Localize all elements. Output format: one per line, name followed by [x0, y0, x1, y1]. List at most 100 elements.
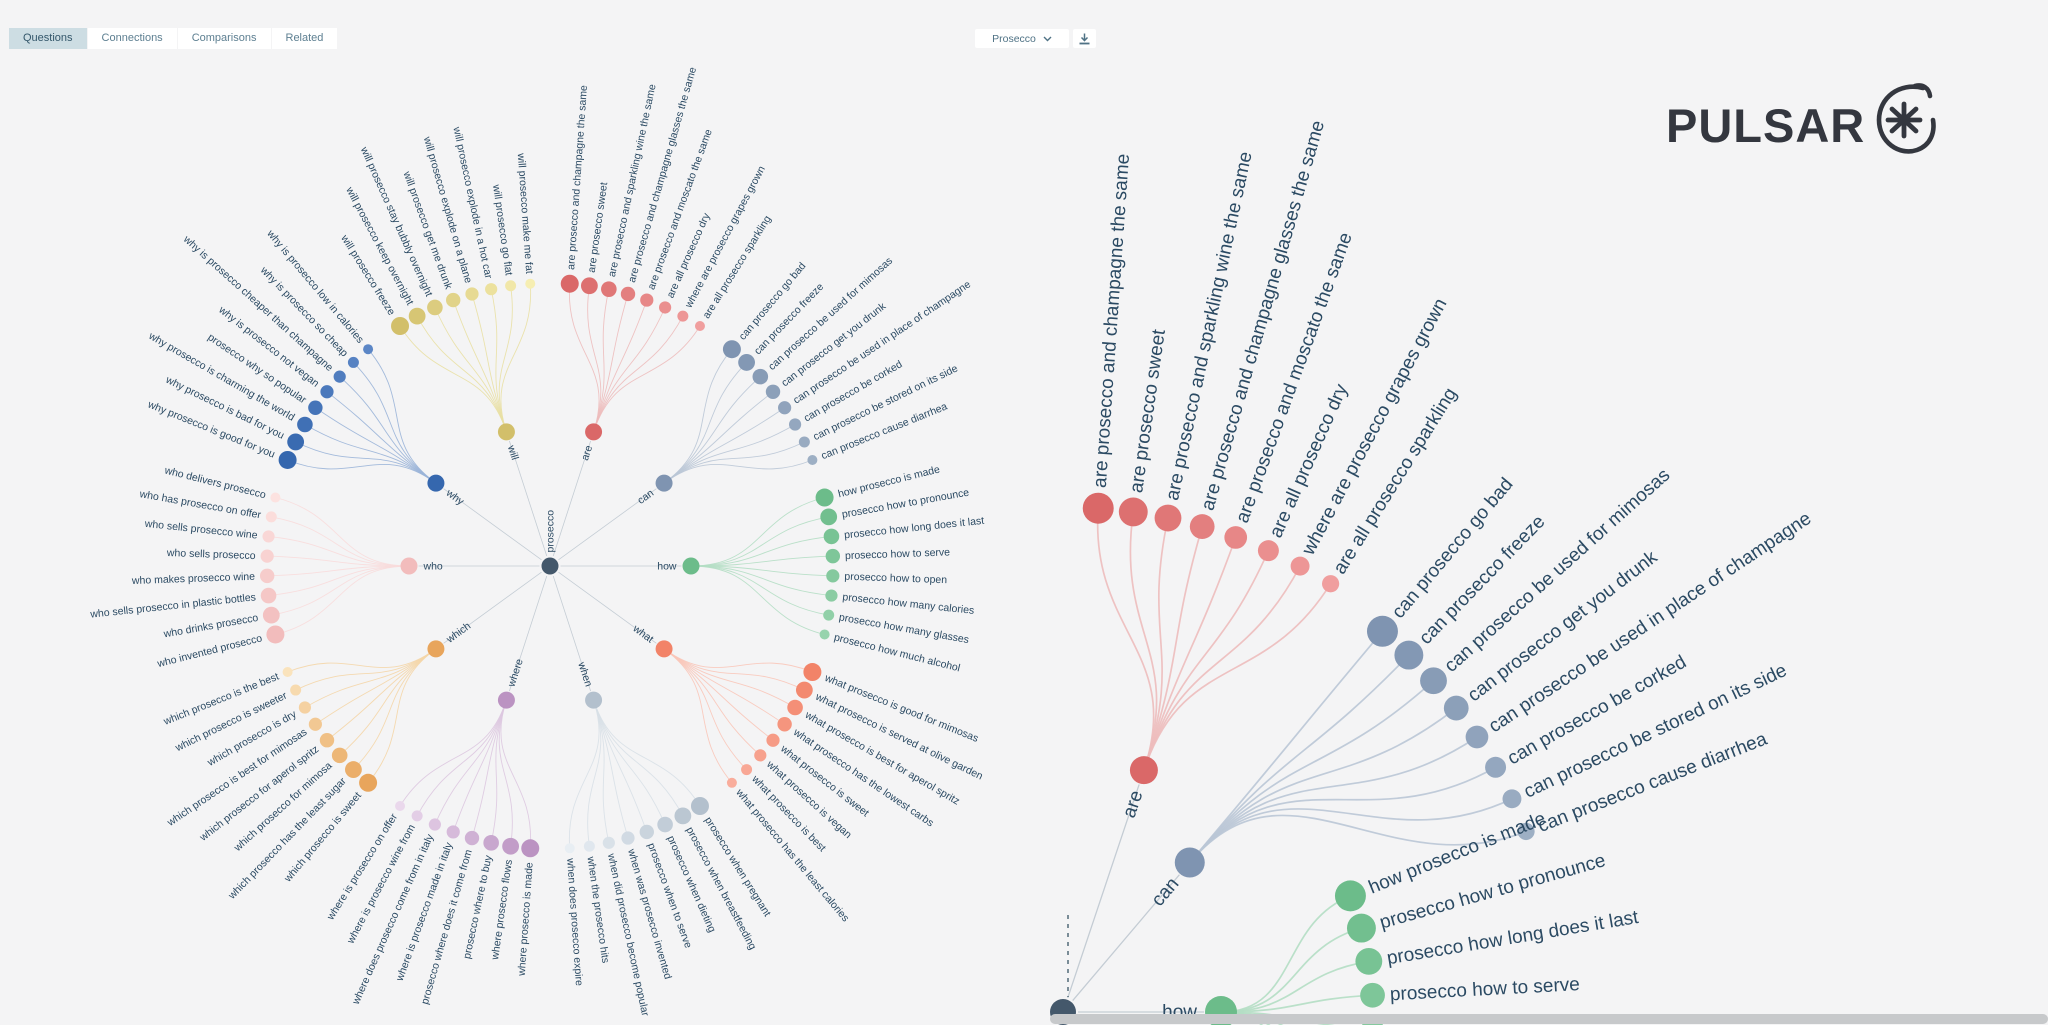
tree-node-question[interactable]: [1443, 695, 1469, 721]
tree-node-question[interactable]: [287, 433, 305, 451]
tree-node-question[interactable]: [788, 418, 802, 431]
tree-node-question[interactable]: [726, 777, 737, 788]
tree-node-question[interactable]: [1118, 497, 1148, 527]
tree-node-question[interactable]: [1502, 789, 1522, 809]
tree-node-question[interactable]: [564, 843, 575, 854]
tab-comparisons[interactable]: Comparisons: [177, 28, 271, 49]
tree-node-question[interactable]: [464, 830, 480, 846]
tree-node-question[interactable]: [1517, 822, 1535, 841]
tree-node-question[interactable]: [1360, 982, 1385, 1008]
tree-node-what[interactable]: [655, 640, 673, 658]
tree-node-question[interactable]: [259, 568, 275, 584]
horizontal-scrollbar[interactable]: [1050, 1014, 2048, 1024]
tree-node-question[interactable]: [738, 354, 755, 371]
tree-node-question[interactable]: [1355, 947, 1383, 975]
tree-node-question[interactable]: [787, 699, 803, 716]
tree-node-question[interactable]: [427, 299, 443, 316]
tree-node-which[interactable]: [427, 640, 445, 658]
tree-node-question[interactable]: [823, 609, 835, 621]
tree-node-question[interactable]: [601, 281, 617, 297]
tree-node-question[interactable]: [290, 684, 302, 696]
tree-node-question[interactable]: [446, 825, 460, 839]
tree-node-are[interactable]: [1129, 756, 1158, 785]
tree-node-question[interactable]: [1465, 725, 1489, 749]
tree-node-question[interactable]: [298, 701, 312, 714]
tree-node-question[interactable]: [347, 356, 359, 368]
tree-node-question[interactable]: [278, 450, 297, 469]
tree-node-question[interactable]: [677, 310, 689, 322]
tree-node-question[interactable]: [525, 278, 536, 289]
tree-node-question[interactable]: [428, 818, 441, 831]
tree-node-question[interactable]: [1322, 575, 1340, 593]
tree-node-question[interactable]: [391, 317, 410, 336]
tree-node-question[interactable]: [1366, 615, 1398, 647]
tree-node-question[interactable]: [266, 625, 285, 644]
tree-node-question[interactable]: [560, 274, 579, 293]
tree-node-question[interactable]: [502, 837, 520, 855]
tree-node-question[interactable]: [260, 549, 274, 563]
tree-node-question[interactable]: [395, 800, 406, 811]
tree-node-question[interactable]: [1257, 540, 1279, 562]
tree-node-question[interactable]: [331, 747, 348, 764]
tree-node-are[interactable]: [585, 423, 603, 441]
tree-node-root[interactable]: [541, 557, 559, 575]
tree-node-question[interactable]: [265, 511, 277, 523]
tree-node-question[interactable]: [308, 400, 323, 415]
tree-node-question[interactable]: [694, 321, 705, 332]
tree-node-question[interactable]: [319, 733, 335, 748]
tree-node-question[interactable]: [621, 831, 635, 845]
tree-node-can[interactable]: [655, 474, 673, 492]
dataset-select[interactable]: Prosecco: [975, 29, 1069, 48]
tree-node-question[interactable]: [620, 286, 636, 302]
tree-node-question[interactable]: [807, 454, 818, 465]
tree-node-question[interactable]: [320, 385, 334, 399]
tree-node-question[interactable]: [752, 368, 769, 385]
tree-node-question[interactable]: [1346, 913, 1376, 943]
tree-node-question[interactable]: [297, 416, 313, 433]
tree-node-why[interactable]: [427, 474, 445, 492]
tree-node-question[interactable]: [640, 293, 654, 307]
tree-node-question[interactable]: [777, 717, 792, 732]
tab-connections[interactable]: Connections: [87, 28, 177, 49]
tree-node-question[interactable]: [765, 384, 781, 399]
tree-node-question[interactable]: [639, 824, 654, 840]
tree-node-question[interactable]: [483, 835, 499, 851]
tab-questions[interactable]: Questions: [9, 28, 87, 49]
tree-node-question[interactable]: [1485, 756, 1507, 778]
tree-node-question[interactable]: [485, 283, 498, 296]
tree-node-question[interactable]: [766, 733, 780, 747]
tree-node-question[interactable]: [659, 301, 672, 314]
tree-node-can[interactable]: [1174, 847, 1205, 878]
tree-node-question[interactable]: [505, 280, 517, 292]
tree-node-question[interactable]: [778, 401, 792, 415]
tree-node-question[interactable]: [262, 530, 275, 543]
tree-node-question[interactable]: [446, 292, 461, 308]
tree-node-question[interactable]: [1224, 526, 1248, 549]
tree-node-question[interactable]: [521, 839, 540, 858]
tree-node-question[interactable]: [1394, 640, 1424, 670]
tree-node-question[interactable]: [815, 488, 834, 507]
tree-node-question[interactable]: [741, 764, 753, 776]
tree-node-question[interactable]: [820, 508, 838, 526]
tree-node-question[interactable]: [1420, 667, 1447, 695]
tree-node-question[interactable]: [465, 287, 479, 301]
tree-node-question[interactable]: [260, 587, 277, 604]
tree-node-question[interactable]: [602, 836, 615, 849]
tree-node-question[interactable]: [363, 344, 374, 355]
tree-node-question[interactable]: [262, 606, 280, 624]
tree-node-question[interactable]: [1334, 880, 1366, 912]
tree-node-question[interactable]: [580, 277, 598, 295]
tree-node-question[interactable]: [1290, 556, 1310, 576]
tree-node-where[interactable]: [497, 691, 515, 709]
tree-node-question[interactable]: [345, 761, 362, 778]
tree-node-question[interactable]: [1082, 492, 1114, 524]
tree-node-how[interactable]: [682, 557, 700, 575]
tree-node-who[interactable]: [400, 557, 418, 575]
tree-node-question[interactable]: [1189, 514, 1215, 539]
tree-node-question[interactable]: [795, 681, 813, 699]
tree-node-question[interactable]: [408, 307, 426, 325]
tree-node-question[interactable]: [359, 773, 378, 792]
tree-node-question[interactable]: [308, 717, 322, 731]
tree-node-question[interactable]: [825, 589, 838, 602]
tree-node-question[interactable]: [333, 370, 346, 383]
